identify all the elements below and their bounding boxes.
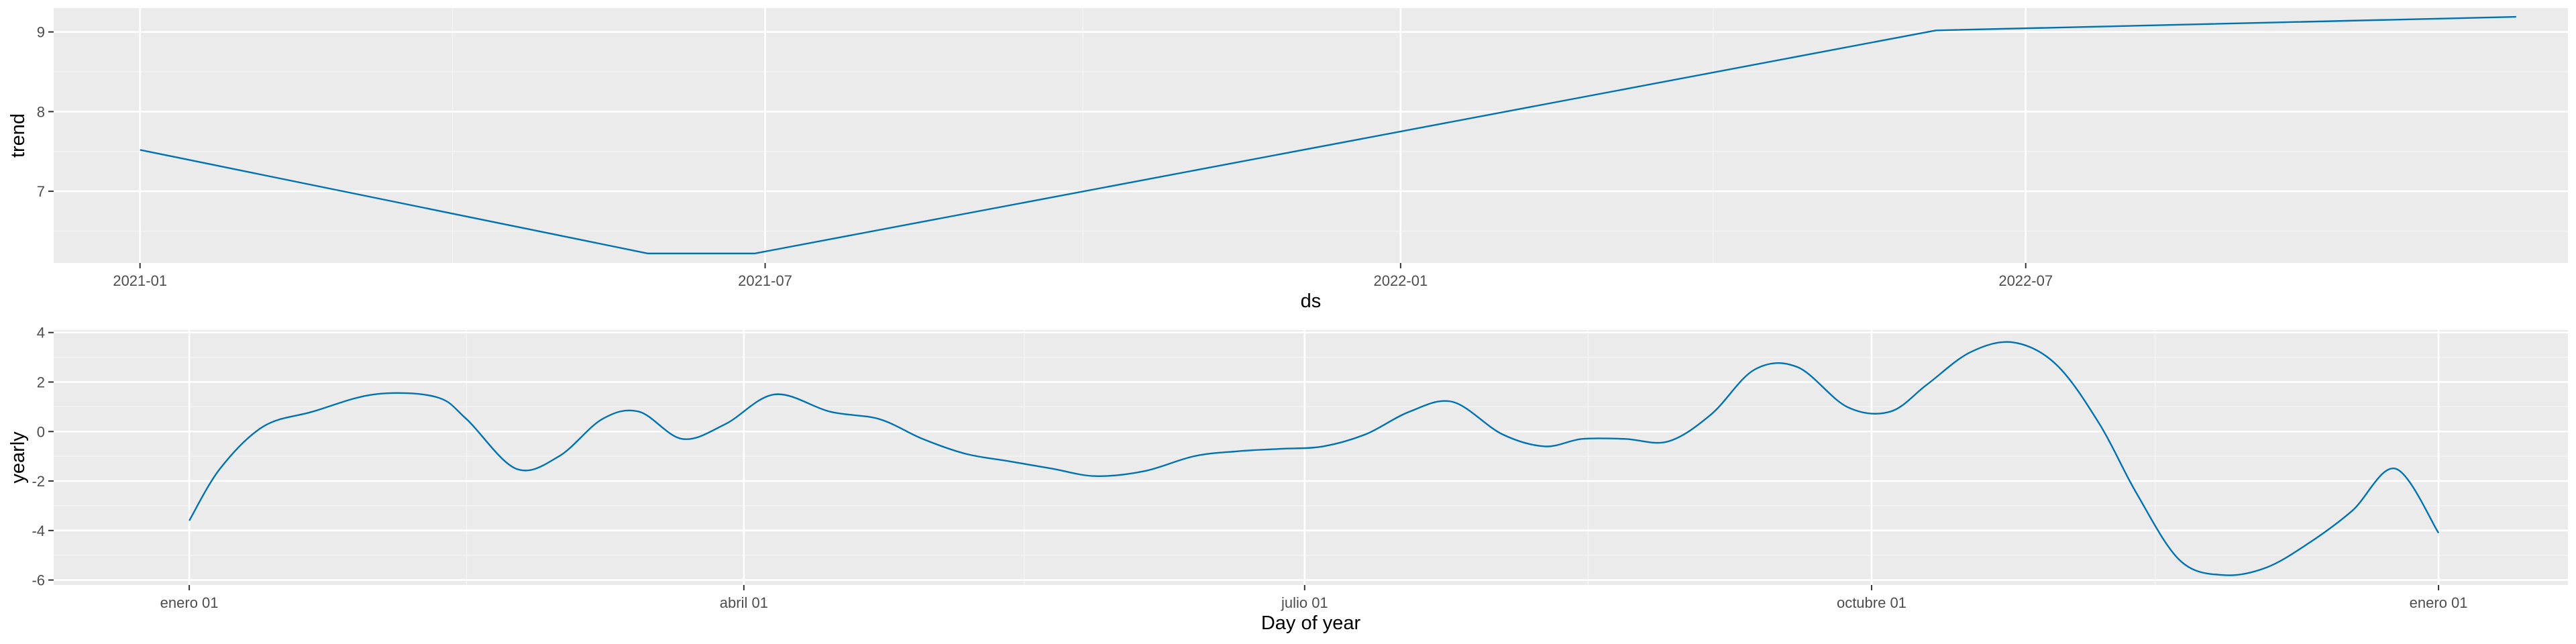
trend-line-series-0	[140, 15, 2516, 254]
yearly-line-series-0	[189, 341, 2440, 576]
yearly-y-tick-label: 0	[37, 423, 45, 440]
trend-y-axis: 7 8 9	[37, 24, 54, 200]
trend-y-axis-title: trend	[7, 113, 29, 158]
trend-series	[140, 15, 2516, 254]
yearly-y-tick-label: 4	[37, 325, 45, 341]
yearly-x-tick-label: octubre 01	[1837, 594, 1907, 611]
yearly-series	[189, 341, 2440, 576]
trend-y-tick-label: 8	[37, 103, 45, 120]
trend-grid	[54, 8, 2568, 263]
trend-x-tick-label: 2021-07	[738, 272, 792, 289]
yearly-x-tick-label: julio 01	[1281, 594, 1328, 611]
yearly-x-axis: enero 01 abril 01 julio 01 octubre 01 enero …	[160, 585, 2468, 611]
yearly-x-tick-label: enero 01	[160, 594, 219, 611]
yearly-plot-background	[54, 330, 2568, 585]
yearly-y-axis: -6 -4 -2 0 2 4	[32, 325, 54, 589]
yearly-x-tick-label: abril 01	[720, 594, 768, 611]
trend-panel: 2021-01 2021-07 2022-01 2022-07 7 8 9 ds tren…	[7, 8, 2568, 312]
yearly-y-tick-label: -6	[32, 572, 45, 589]
trend-x-tick-label: 2021-01	[113, 272, 167, 289]
yearly-panel: enero 01 abril 01 julio 01 octubre 01 enero …	[7, 325, 2568, 634]
trend-x-axis-title: ds	[1301, 290, 1322, 312]
yearly-y-tick-label: 2	[37, 374, 45, 390]
yearly-grid	[54, 330, 2568, 585]
trend-x-tick-label: 2022-07	[1998, 272, 2053, 289]
yearly-x-axis-title: Day of year	[1261, 612, 1361, 634]
yearly-y-axis-title: yearly	[7, 431, 29, 484]
yearly-x-tick-label: enero 01	[2410, 594, 2468, 611]
trend-y-tick-label: 9	[37, 24, 45, 41]
trend-x-tick-label: 2022-01	[1373, 272, 1428, 289]
yearly-y-tick-label: -2	[32, 473, 45, 490]
trend-plot-background	[54, 8, 2568, 263]
trend-y-tick-label: 7	[37, 183, 45, 200]
yearly-y-tick-label: -4	[32, 523, 45, 539]
trend-x-axis: 2021-01 2021-07 2022-01 2022-07	[113, 263, 2053, 289]
